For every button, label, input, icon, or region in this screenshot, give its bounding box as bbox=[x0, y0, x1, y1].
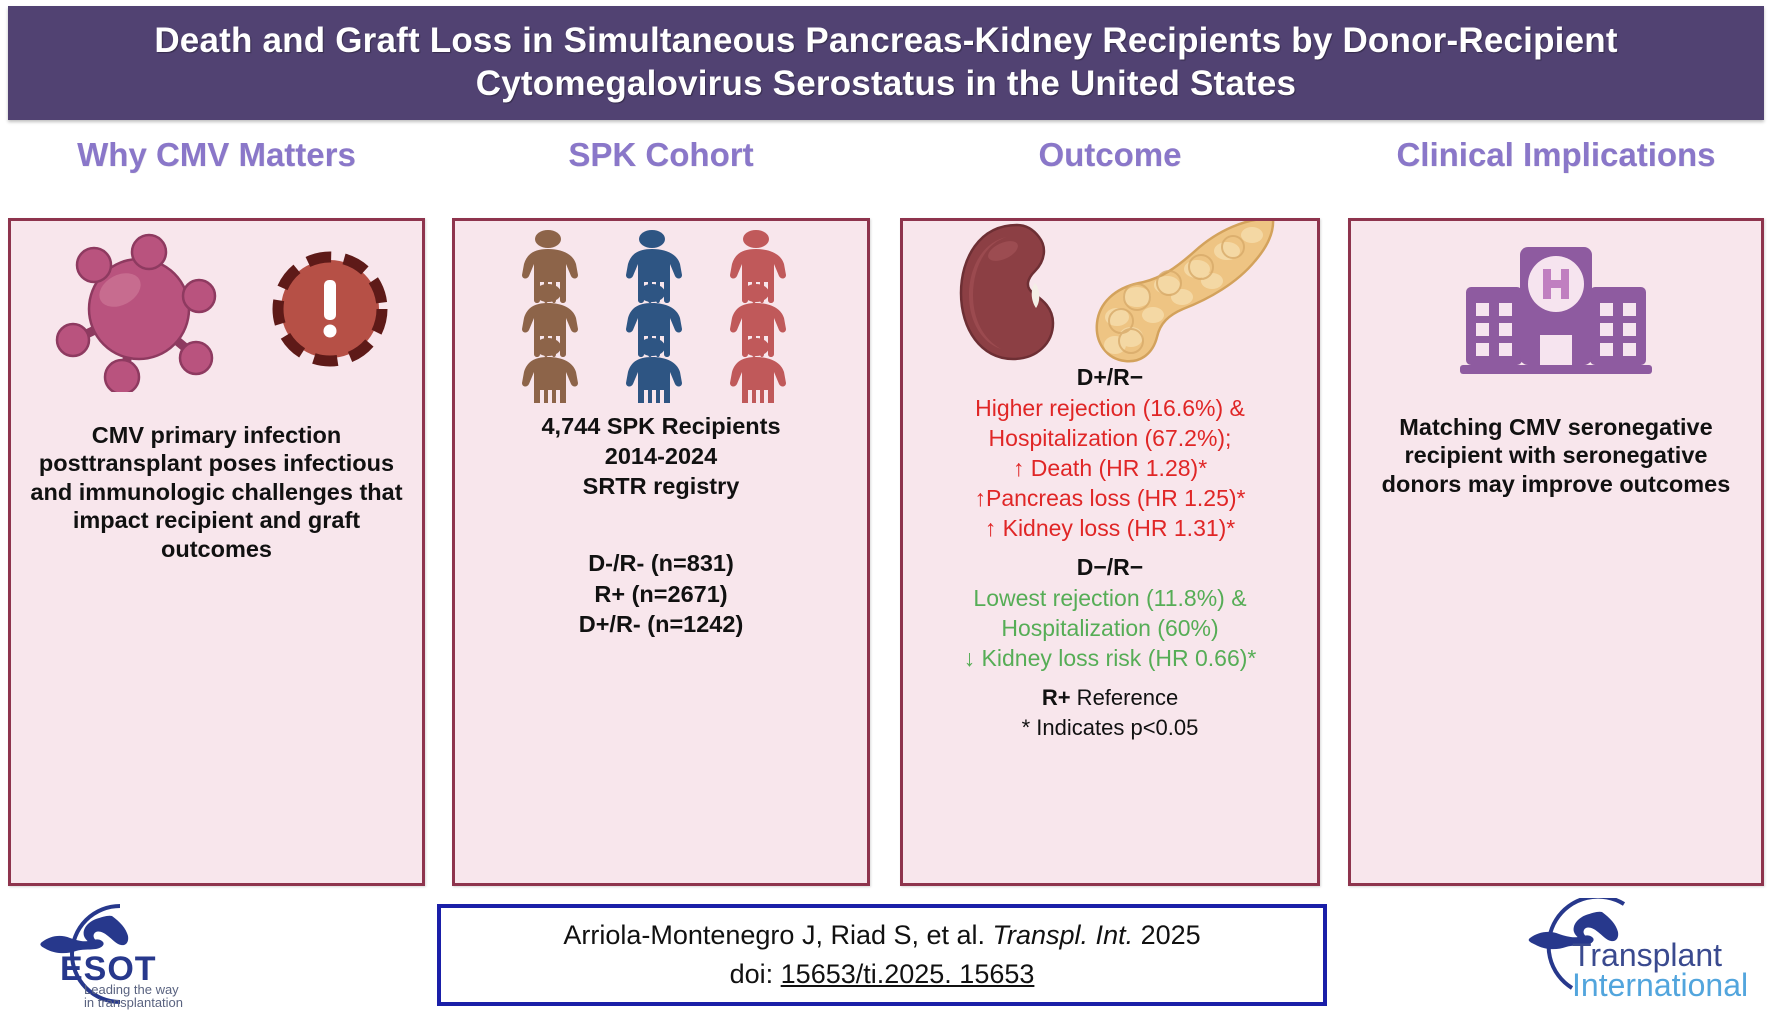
citation-journal: Transpl. Int. bbox=[992, 920, 1134, 950]
reference-group-label: R+ bbox=[1041, 685, 1071, 710]
why-cmv-artwork bbox=[11, 229, 422, 392]
outcome-artwork bbox=[903, 221, 1317, 371]
people-grid-icon bbox=[522, 229, 786, 403]
clinical-artwork bbox=[1351, 231, 1761, 381]
spk-cohort-summary: 4,744 SPK Recipients 2014-2024 SRTR regi… bbox=[455, 411, 867, 501]
spk-cohort-line: 4,744 SPK Recipients bbox=[541, 413, 781, 439]
warning-icon bbox=[272, 251, 387, 367]
transplant-international-logo: Transplant International bbox=[1516, 898, 1766, 1008]
spk-group-line: D+/R- (n=1242) bbox=[578, 611, 744, 638]
pancreas-icon bbox=[1095, 221, 1275, 363]
outcome-line: Higher rejection (16.6%) & bbox=[975, 395, 1245, 422]
spk-serostatus-groups: D-/R- (n=831) R+ (n=2671) D+/R- (n=1242) bbox=[455, 548, 867, 640]
outcome-footnotes: R+ Reference * Indicates p<0.05 bbox=[903, 683, 1317, 742]
outcome-group-d-minus-r-minus: D−/R− Lowest rejection (11.8%) & Hospita… bbox=[903, 551, 1317, 674]
outcome-group-label: D+/R− bbox=[1076, 364, 1144, 390]
significance-note: * Indicates p<0.05 bbox=[1021, 714, 1199, 740]
kidney-icon bbox=[959, 223, 1055, 361]
title-banner: Death and Graft Loss in Simultaneous Pan… bbox=[8, 6, 1764, 120]
doi-value[interactable]: 15653/ti.2025. 15653 bbox=[780, 959, 1035, 989]
outcome-line: Lowest rejection (11.8%) & bbox=[973, 585, 1247, 612]
doi-prefix: doi: bbox=[729, 959, 781, 989]
panel-spk-cohort: 4,744 SPK Recipients 2014-2024 SRTR regi… bbox=[452, 218, 870, 886]
spk-group-line: D-/R- (n=831) bbox=[588, 550, 734, 576]
spk-group-line: R+ (n=2671) bbox=[594, 580, 728, 607]
page-title: Death and Graft Loss in Simultaneous Pan… bbox=[154, 21, 1618, 103]
outcome-line: ↓ Kidney loss risk (HR 0.66)* bbox=[963, 645, 1257, 672]
panel-clinical-implications: Matching CMV seronegative recipient with… bbox=[1348, 218, 1764, 886]
clinical-implications-body-text: Matching CMV seronegative recipient with… bbox=[1381, 414, 1731, 497]
citation-box: Arriola-Montenegro J, Riad S, et al. Tra… bbox=[437, 904, 1327, 1006]
hospital-icon bbox=[1460, 246, 1652, 374]
citation-authors: Arriola-Montenegro J, Riad S, et al. bbox=[563, 920, 993, 950]
spk-cohort-line: SRTR registry bbox=[582, 473, 740, 500]
ti-wordmark-line-2: International bbox=[1572, 967, 1748, 1003]
ti-wordmark-line-1: Transplant bbox=[1572, 937, 1722, 973]
esot-logo: ESOT Leading the way in transplantation bbox=[24, 898, 254, 1010]
reference-note-text: Reference bbox=[1070, 685, 1179, 710]
outcome-line: Hospitalization (60%) bbox=[1001, 615, 1219, 642]
outcome-line: ↑ Kidney loss (HR 1.31)* bbox=[984, 514, 1236, 541]
esot-tagline-line-2: in transplantation bbox=[84, 995, 183, 1010]
virus-icon bbox=[55, 233, 216, 392]
outcome-line: Hospitalization (67.2%); bbox=[988, 425, 1232, 452]
citation-reference: Arriola-Montenegro J, Riad S, et al. Tra… bbox=[563, 920, 1200, 951]
column-header-spk-cohort: SPK Cohort bbox=[568, 136, 754, 173]
why-cmv-body-text: CMV primary infection posttransplant pos… bbox=[30, 422, 403, 562]
column-header-why-cmv-matters: Why CMV Matters bbox=[77, 136, 356, 173]
citation-doi[interactable]: doi: 15653/ti.2025. 15653 bbox=[730, 959, 1035, 990]
outcome-line: ↑ Death (HR 1.28)* bbox=[1012, 455, 1208, 482]
reference-note: R+ Reference bbox=[903, 683, 1317, 713]
transplant-international-logo-mark: Transplant International bbox=[1528, 898, 1748, 1003]
outcome-group-label: D−/R− bbox=[1076, 554, 1144, 580]
esot-wordmark: ESOT bbox=[60, 950, 157, 988]
citation-year: 2025 bbox=[1133, 920, 1201, 950]
panel-why-cmv-matters: CMV primary infection posttransplant pos… bbox=[8, 218, 425, 886]
people-grid-artwork bbox=[455, 225, 867, 405]
column-header-outcome: Outcome bbox=[1038, 136, 1182, 173]
spk-cohort-line: 2014-2024 bbox=[604, 443, 718, 470]
esot-logo-mark: ESOT Leading the way in transplantation bbox=[40, 904, 183, 1010]
outcome-group-d-plus-r-minus: D+/R− Higher rejection (16.6%) & Hospita… bbox=[903, 361, 1317, 544]
esot-tagline-line-1: Leading the way bbox=[84, 982, 179, 997]
column-header-clinical-implications: Clinical Implications bbox=[1396, 136, 1716, 173]
panel-outcome: D+/R− Higher rejection (16.6%) & Hospita… bbox=[900, 218, 1320, 886]
outcome-line: ↑Pancreas loss (HR 1.25)* bbox=[974, 485, 1246, 512]
